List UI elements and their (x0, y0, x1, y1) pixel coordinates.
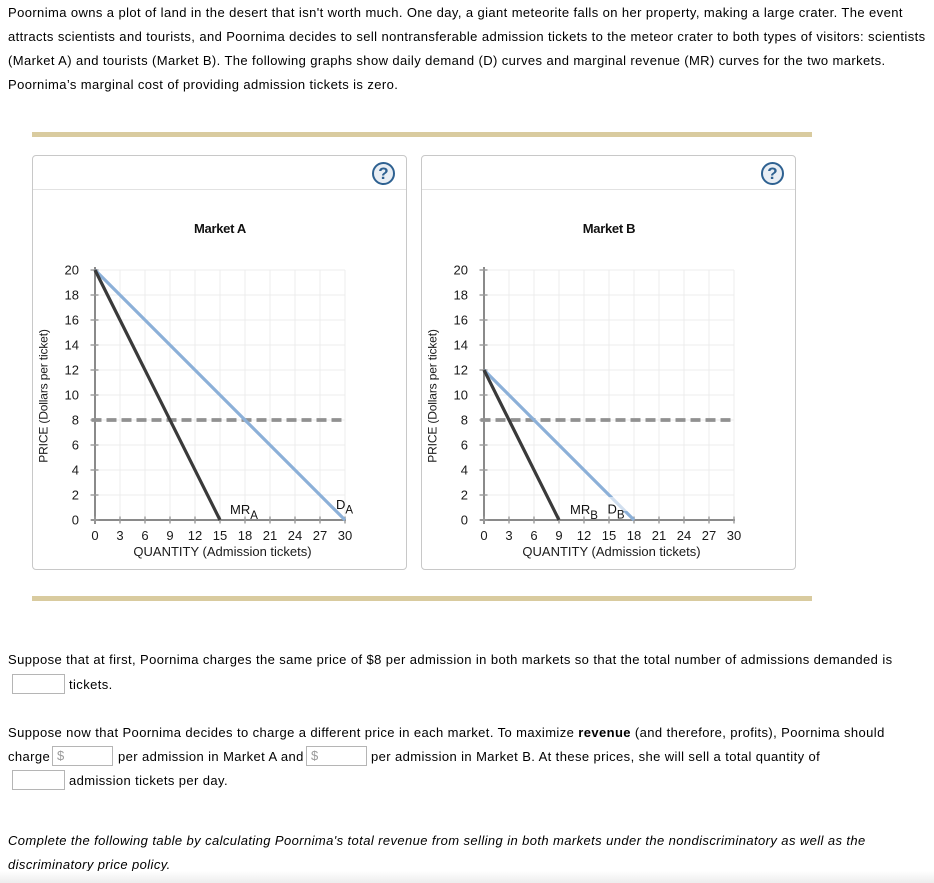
svg-text:15: 15 (213, 528, 227, 543)
svg-text:8: 8 (72, 413, 79, 428)
svg-text:27: 27 (702, 528, 716, 543)
svg-text:16: 16 (454, 313, 468, 328)
svg-text:18: 18 (238, 528, 252, 543)
svg-text:3: 3 (505, 528, 512, 543)
svg-text:6: 6 (141, 528, 148, 543)
svg-text:27: 27 (313, 528, 327, 543)
svg-text:Market A: Market A (194, 221, 247, 236)
svg-text:12: 12 (577, 528, 591, 543)
svg-text:16: 16 (65, 313, 79, 328)
svg-text:2: 2 (72, 488, 79, 503)
svg-text:21: 21 (263, 528, 277, 543)
svg-text:4: 4 (461, 463, 468, 478)
svg-text:6: 6 (72, 438, 79, 453)
svg-text:14: 14 (65, 338, 79, 353)
svg-text:30: 30 (727, 528, 741, 543)
svg-text:30: 30 (338, 528, 352, 543)
svg-text:4: 4 (72, 463, 79, 478)
svg-text:QUANTITY (Admission tickets): QUANTITY (Admission tickets) (133, 544, 311, 559)
svg-text:18: 18 (627, 528, 641, 543)
svg-text:0: 0 (72, 513, 79, 528)
svg-text:18: 18 (65, 288, 79, 303)
svg-text:12: 12 (65, 363, 79, 378)
svg-text:10: 10 (454, 388, 468, 403)
svg-text:12: 12 (188, 528, 202, 543)
svg-text:14: 14 (454, 338, 468, 353)
svg-text:9: 9 (166, 528, 173, 543)
svg-text:10: 10 (65, 388, 79, 403)
svg-text:8: 8 (461, 413, 468, 428)
svg-text:3: 3 (116, 528, 123, 543)
svg-text:6: 6 (461, 438, 468, 453)
svg-text:2: 2 (461, 488, 468, 503)
svg-text:15: 15 (602, 528, 616, 543)
svg-text:20: 20 (65, 263, 79, 278)
svg-text:12: 12 (454, 363, 468, 378)
svg-text:24: 24 (288, 528, 302, 543)
svg-text:0: 0 (480, 528, 487, 543)
svg-text:9: 9 (555, 528, 562, 543)
svg-text:18: 18 (454, 288, 468, 303)
svg-text:20: 20 (454, 263, 468, 278)
svg-text:0: 0 (91, 528, 98, 543)
svg-text:6: 6 (530, 528, 537, 543)
svg-text:24: 24 (677, 528, 691, 543)
svg-text:0: 0 (461, 513, 468, 528)
svg-text:Market B: Market B (583, 221, 636, 236)
svg-text:PRICE (Dollars per ticket): PRICE (Dollars per ticket) (37, 329, 51, 463)
svg-text:21: 21 (652, 528, 666, 543)
svg-text:PRICE (Dollars per ticket): PRICE (Dollars per ticket) (426, 329, 440, 463)
svg-text:QUANTITY (Admission tickets): QUANTITY (Admission tickets) (522, 544, 700, 559)
